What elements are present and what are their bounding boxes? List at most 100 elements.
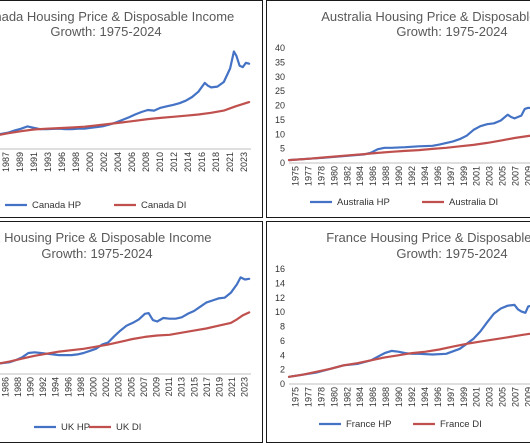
y-tick-label: 30 (275, 72, 285, 82)
x-tick-label: 2009 (152, 377, 162, 397)
x-tick-label: 2012 (169, 152, 179, 172)
x-tick-label: 2004 (113, 152, 123, 172)
y-tick-label: 35 (275, 57, 285, 67)
x-tick-label: 1992 (407, 166, 417, 186)
y-tick-label: 5 (280, 144, 285, 154)
x-tick-label: 1992 (38, 377, 48, 397)
x-tick-label: 1980 (329, 166, 339, 186)
legend-label-france-di: France DI (440, 419, 482, 430)
australia-chart-panel: Australia Housing Price & Disposable Inc… (266, 0, 530, 218)
x-tick-label: 1990 (394, 387, 404, 407)
x-tick-label: 1988 (13, 377, 23, 397)
x-tick-label: 1988 (381, 387, 391, 407)
series-line-france-hp (287, 303, 530, 378)
x-tick-label: 1984 (355, 387, 365, 407)
x-tick-label: 2023 (239, 152, 249, 172)
y-tick-label: 15 (275, 115, 285, 125)
x-tick-label: 1977 (303, 387, 313, 407)
chart-title: France Housing Price & Disposable Income (326, 230, 530, 245)
chart-subtitle: Growth: 1975-2024 (50, 24, 161, 39)
x-tick-label: 2002 (101, 377, 111, 397)
x-tick-label: 2000 (89, 377, 99, 397)
x-tick-label: 2023 (240, 377, 250, 397)
chart-title: Australia Housing Price & Disposable Inc… (321, 9, 530, 24)
x-tick-label: 1993 (43, 152, 53, 172)
y-tick-label: 0 (280, 379, 285, 389)
legend-label-australia-hp: Australia HP (337, 197, 390, 208)
y-tick-label: 10 (275, 307, 285, 317)
x-tick-label: 1994 (420, 387, 430, 407)
x-tick-label: 2009 (524, 387, 530, 407)
x-tick-label: 1975 (290, 387, 300, 407)
x-tick-label: 1986 (0, 377, 10, 397)
x-tick-label: 2003 (485, 166, 495, 186)
x-tick-label: 1998 (76, 377, 86, 397)
x-tick-label: 1999 (459, 166, 469, 186)
x-tick-label: 2008 (141, 152, 151, 172)
legend-label-france-hp: France HP (346, 419, 391, 430)
x-tick-label: 1989 (15, 152, 25, 172)
canada-chart-panel: Canada Housing Price & Disposable Income… (0, 0, 263, 218)
y-tick-label: 14 (275, 278, 285, 288)
y-tick-label: 40 (275, 43, 285, 53)
chart-title: Canada Housing Price & Disposable Income (0, 9, 234, 24)
x-tick-label: 1982 (342, 166, 352, 186)
x-tick-label: 2015 (189, 377, 199, 397)
x-tick-label: 1992 (407, 387, 417, 407)
x-tick-label: 1986 (368, 166, 378, 186)
x-tick-label: 1997 (446, 387, 456, 407)
x-tick-label: 1991 (29, 152, 39, 172)
x-tick-label: 1990 (26, 377, 36, 397)
x-tick-label: 2018 (211, 152, 221, 172)
x-tick-label: 2021 (225, 152, 235, 172)
x-tick-label: 2021 (227, 377, 237, 397)
x-tick-label: 1980 (329, 387, 339, 407)
legend-label-canada-hp: Canada HP (32, 200, 81, 211)
y-tick-label: 4 (280, 350, 285, 360)
chart-subtitle: Growth: 1975-2024 (396, 246, 507, 261)
x-tick-label: 2003 (485, 387, 495, 407)
x-tick-label: 2007 (511, 387, 521, 407)
x-tick-label: 1977 (303, 166, 313, 186)
x-tick-label: 1978 (316, 387, 326, 407)
x-tick-label: 2016 (197, 152, 207, 172)
uk-chart: UK Housing Price & Disposable IncomeGrow… (0, 230, 251, 433)
canada-chart: Canada Housing Price & Disposable Income… (0, 9, 251, 211)
chart-title: UK Housing Price & Disposable Income (0, 230, 212, 245)
legend-label-uk-di: UK DI (116, 422, 141, 433)
x-tick-label: 1987 (1, 152, 11, 172)
x-tick-label: 1997 (446, 166, 456, 186)
x-tick-label: 1994 (420, 166, 430, 186)
chart-subtitle: Growth: 1975-2024 (41, 246, 152, 261)
x-tick-label: 2006 (127, 152, 137, 172)
x-tick-label: 2005 (498, 387, 508, 407)
series-line-australia-di (287, 134, 530, 162)
australia-chart: Australia Housing Price & Disposable Inc… (275, 9, 530, 208)
x-tick-label: 1988 (381, 166, 391, 186)
x-tick-label: 2009 (524, 166, 530, 186)
x-tick-label: 1996 (433, 166, 443, 186)
legend-label-australia-di: Australia DI (449, 197, 498, 208)
y-tick-label: 25 (275, 86, 285, 96)
x-tick-label: 2011 (164, 377, 174, 396)
chart-subtitle: Growth: 1975-2024 (396, 24, 507, 39)
x-tick-label: 2001 (472, 166, 482, 186)
uk-chart-panel: UK Housing Price & Disposable Income Grow… (0, 221, 263, 443)
series-line-uk-hp (0, 276, 251, 365)
x-tick-label: 1984 (355, 166, 365, 186)
x-tick-label: 2005 (498, 166, 508, 186)
y-tick-label: 0 (280, 158, 285, 168)
legend-label-canada-di: Canada DI (141, 200, 186, 211)
x-tick-label: 1996 (433, 387, 443, 407)
france-chart: France Housing Price & Disposable Income… (275, 230, 530, 430)
y-tick-label: 8 (280, 322, 285, 332)
x-tick-label: 2013 (177, 377, 187, 397)
x-tick-label: 1999 (459, 387, 469, 407)
x-tick-label: 2005 (126, 377, 136, 397)
x-tick-label: 2019 (215, 377, 225, 397)
x-tick-label: 2001 (472, 387, 482, 407)
x-tick-label: 1994 (51, 377, 61, 397)
x-tick-label: 2007 (139, 377, 149, 397)
x-tick-label: 2000 (85, 152, 95, 172)
france-chart-panel: France Housing Price & Disposable Income… (266, 221, 530, 443)
